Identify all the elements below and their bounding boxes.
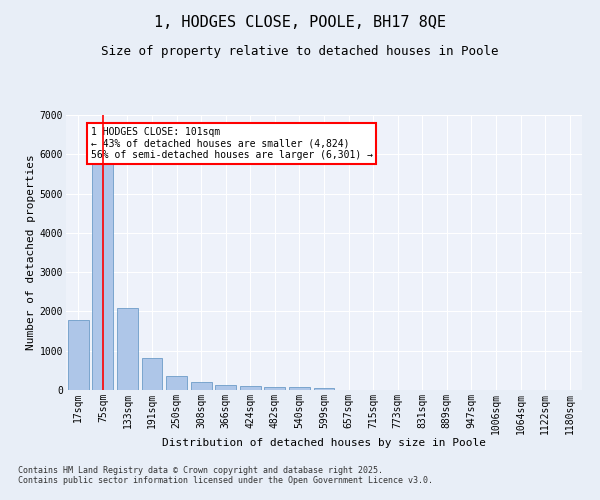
Bar xyxy=(215,386,236,390)
Bar xyxy=(92,162,113,390)
Bar xyxy=(191,382,212,390)
Text: Size of property relative to detached houses in Poole: Size of property relative to detached ho… xyxy=(101,45,499,58)
Bar xyxy=(265,387,286,390)
Text: 1 HODGES CLOSE: 101sqm
← 43% of detached houses are smaller (4,824)
56% of semi-: 1 HODGES CLOSE: 101sqm ← 43% of detached… xyxy=(91,127,373,160)
Bar xyxy=(117,308,138,390)
Y-axis label: Number of detached properties: Number of detached properties xyxy=(26,154,35,350)
Bar xyxy=(289,388,310,390)
Text: Contains HM Land Registry data © Crown copyright and database right 2025.
Contai: Contains HM Land Registry data © Crown c… xyxy=(18,466,433,485)
X-axis label: Distribution of detached houses by size in Poole: Distribution of detached houses by size … xyxy=(162,438,486,448)
Text: 1, HODGES CLOSE, POOLE, BH17 8QE: 1, HODGES CLOSE, POOLE, BH17 8QE xyxy=(154,15,446,30)
Bar xyxy=(142,358,163,390)
Bar xyxy=(166,376,187,390)
Bar xyxy=(314,388,334,390)
Bar xyxy=(68,320,89,390)
Bar xyxy=(240,386,261,390)
